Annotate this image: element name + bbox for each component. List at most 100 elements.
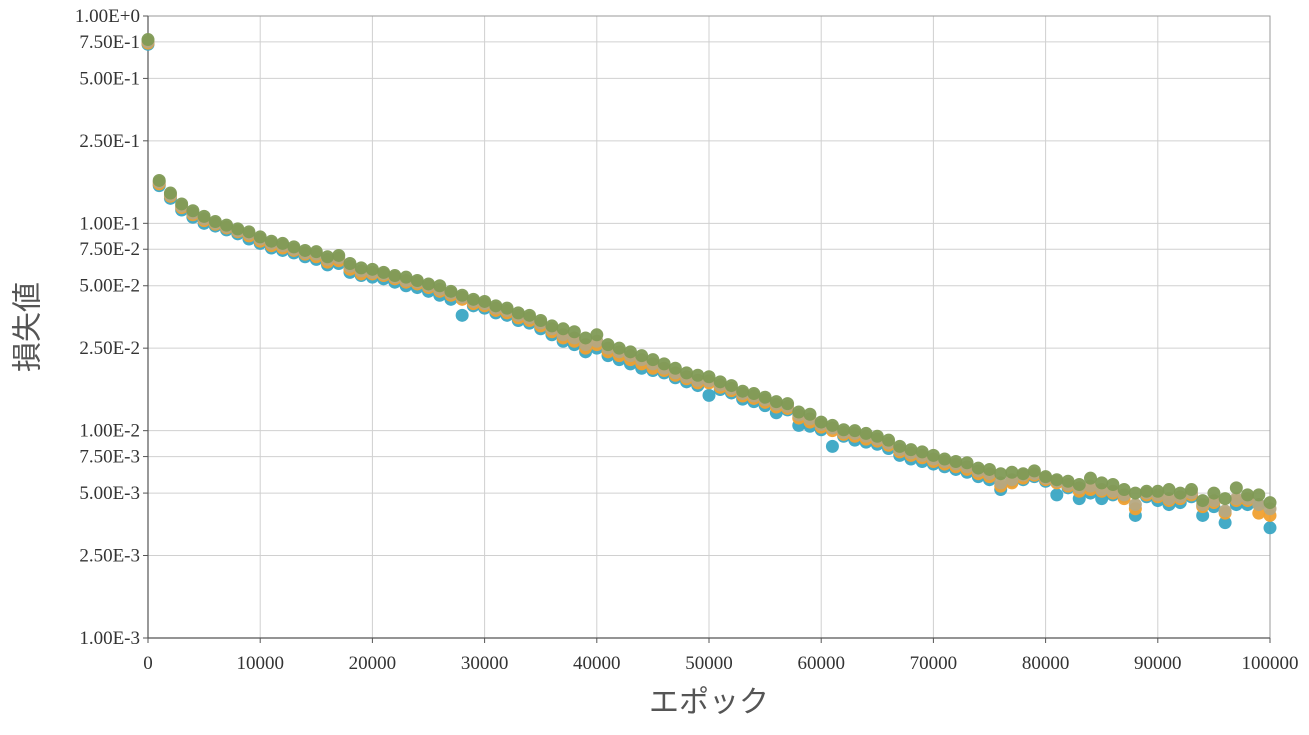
data-point: [1072, 477, 1086, 491]
data-point: [657, 357, 671, 371]
data-point: [511, 306, 525, 320]
data-point: [1140, 484, 1154, 498]
data-point: [500, 301, 514, 315]
data-point: [904, 443, 918, 457]
y-tick-label: 2.50E-2: [79, 338, 140, 359]
data-point: [1173, 486, 1187, 500]
data-point: [1263, 496, 1277, 510]
data-point: [478, 294, 492, 308]
data-point: [1106, 477, 1120, 491]
x-tick-label: 80000: [1022, 653, 1070, 674]
y-tick-label: 5.00E-1: [79, 68, 140, 89]
data-point: [747, 387, 761, 401]
data-point: [1039, 470, 1053, 484]
data-point: [410, 274, 424, 288]
x-tick-label: 50000: [685, 653, 733, 674]
y-tick-label: 1.00E-2: [79, 421, 140, 442]
data-point: [960, 456, 974, 470]
data-point: [466, 292, 480, 306]
data-point: [1117, 483, 1131, 497]
data-point: [1005, 465, 1019, 479]
data-point: [803, 407, 817, 421]
data-point: [264, 234, 278, 248]
x-tick-label: 70000: [910, 653, 958, 674]
data-point: [1128, 486, 1142, 500]
data-point: [276, 236, 290, 250]
data-point: [1207, 486, 1221, 500]
data-point: [1050, 473, 1064, 487]
data-point: [668, 361, 682, 375]
data-point: [522, 308, 536, 322]
x-tick-label: 100000: [1242, 653, 1299, 674]
data-point: [1263, 521, 1277, 535]
x-axis-ticks: 0 10000 20000 30000 40000 50000 60000 70000 8000…: [143, 638, 1299, 674]
data-point: [1095, 476, 1109, 490]
data-point: [567, 325, 581, 339]
data-point: [1229, 481, 1243, 495]
data-point: [309, 245, 323, 259]
data-point: [825, 439, 839, 453]
y-tick-label: 5.00E-2: [79, 276, 140, 297]
data-point: [949, 455, 963, 469]
data-point: [938, 452, 952, 466]
data-point: [220, 218, 234, 232]
data-point: [141, 33, 155, 47]
data-point: [242, 225, 256, 239]
y-tick-label: 7.50E-1: [79, 32, 140, 53]
x-tick-label: 60000: [797, 653, 845, 674]
data-point: [163, 186, 177, 200]
data-point: [545, 319, 559, 333]
data-point: [724, 379, 738, 393]
data-point: [870, 429, 884, 443]
y-tick-label: 2.50E-3: [79, 545, 140, 566]
data-point: [1128, 498, 1142, 512]
y-tick-label: 1.00E-1: [79, 213, 140, 234]
data-point: [926, 448, 940, 462]
y-axis-ticks: 1.00E+0 7.50E-1 5.00E-1 2.50E-1 1.00E-1 7.50E…: [75, 6, 148, 649]
data-point: [983, 462, 996, 476]
data-point: [781, 397, 795, 411]
data-point: [882, 433, 896, 447]
data-point: [1241, 488, 1255, 502]
data-point: [646, 353, 660, 367]
data-point: [354, 261, 368, 275]
data-point: [635, 349, 649, 363]
x-tick-label: 40000: [573, 653, 621, 674]
data-point: [825, 418, 839, 432]
x-axis-title: エポック: [649, 685, 769, 720]
data-point: [971, 461, 985, 475]
data-point: [1151, 484, 1165, 498]
data-point: [1162, 483, 1176, 497]
x-tick-label: 30000: [461, 653, 509, 674]
data-point: [489, 299, 503, 313]
data-point: [1027, 464, 1041, 478]
data-point: [1162, 492, 1176, 506]
grid-lines: [147, 15, 1271, 639]
data-point: [1196, 494, 1210, 508]
data-point: [455, 288, 469, 302]
data-point: [623, 345, 637, 359]
data-point: [1061, 474, 1075, 488]
data-point: [186, 204, 200, 218]
data-point: [1050, 488, 1064, 502]
data-point: [455, 308, 469, 322]
data-point: [1218, 492, 1232, 506]
x-tick-label: 10000: [236, 653, 284, 674]
data-point: [208, 215, 222, 229]
data-point: [1252, 488, 1266, 502]
data-point: [612, 341, 626, 355]
data-point: [152, 173, 166, 187]
data-point: [321, 250, 335, 264]
data-point: [433, 279, 447, 293]
data-point: [702, 370, 716, 384]
data-point: [175, 197, 189, 211]
y-tick-label: 5.00E-3: [79, 483, 140, 504]
data-point: [298, 243, 312, 257]
y-axis-title: 損失値: [11, 282, 46, 372]
data-point: [848, 424, 862, 438]
data-point: [680, 366, 694, 380]
x-tick-label: 0: [143, 653, 153, 674]
data-point: [769, 395, 783, 409]
x-tick-label: 20000: [349, 653, 397, 674]
